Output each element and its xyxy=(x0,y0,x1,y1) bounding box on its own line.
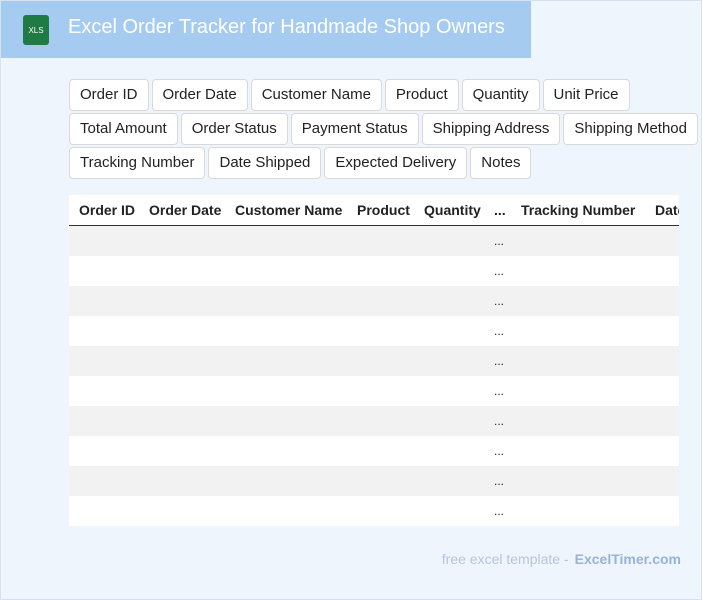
table-cell: ... xyxy=(494,474,505,488)
xls-icon: XLS xyxy=(23,15,49,45)
footer-link[interactable]: ExcelTimer.com xyxy=(574,551,681,567)
footer-text: free excel template - xyxy=(441,551,569,567)
field-tag[interactable]: Payment Status xyxy=(290,113,419,145)
table-cell: ... xyxy=(494,414,505,428)
field-tag[interactable]: Customer Name xyxy=(250,79,382,111)
table-cell: ... xyxy=(494,384,505,398)
field-tag[interactable]: Order Date xyxy=(151,79,248,111)
column-header: Product xyxy=(357,202,410,218)
field-tag[interactable]: Shipping Method xyxy=(563,113,698,145)
table-row: ... xyxy=(69,406,679,436)
table-row: ... xyxy=(69,286,679,316)
field-tag[interactable]: Quantity xyxy=(461,79,540,111)
column-header: Order Date xyxy=(149,202,222,218)
table-row: ... xyxy=(69,376,679,406)
header: XLS Excel Order Tracker for Handmade Sho… xyxy=(1,1,531,58)
column-header: ... xyxy=(494,202,506,218)
order-table: Order ID Order Date Customer Name Product Qu… xyxy=(69,195,679,526)
table-header-row: Order ID Order Date Customer Name Product Qu… xyxy=(69,195,679,226)
column-header: Quantity xyxy=(424,202,481,218)
column-header: Order ID xyxy=(79,202,136,218)
table-row: ... xyxy=(69,256,679,286)
field-tag[interactable]: Date Shipped xyxy=(208,147,322,179)
field-tag[interactable]: Total Amount xyxy=(69,113,178,145)
page-title: Excel Order Tracker for Handmade Shop Ow… xyxy=(68,16,505,38)
table-row: ... xyxy=(69,496,679,526)
field-tag[interactable]: Shipping Address xyxy=(421,113,561,145)
table-cell: ... xyxy=(494,504,505,518)
field-tag[interactable]: Product xyxy=(384,79,459,111)
table-row: ... xyxy=(69,226,679,256)
field-tag[interactable]: Notes xyxy=(470,147,532,179)
table-row: ... xyxy=(69,466,679,496)
field-tag[interactable]: Order Status xyxy=(180,113,288,145)
table-cell: ... xyxy=(494,444,505,458)
field-tag[interactable]: Order ID xyxy=(69,79,149,111)
column-header: Customer Name xyxy=(235,202,343,218)
table-cell: ... xyxy=(494,294,505,308)
column-header: Tracking Number xyxy=(521,202,636,218)
field-list: Order ID Order Date Customer Name Product Qu… xyxy=(69,79,701,179)
table-cell: ... xyxy=(494,324,505,338)
table-row: ... xyxy=(69,436,679,466)
column-header: Date Shipped xyxy=(655,202,679,218)
field-tag[interactable]: Expected Delivery xyxy=(324,147,468,179)
table-row: ... xyxy=(69,316,679,346)
table-row: ... xyxy=(69,346,679,376)
footer: free excel template - ExcelTimer.com xyxy=(442,551,681,567)
table-cell: ... xyxy=(494,354,505,368)
table-cell: ... xyxy=(494,234,505,248)
field-tag[interactable]: Unit Price xyxy=(542,79,630,111)
table-cell: ... xyxy=(494,264,505,278)
field-tag[interactable]: Tracking Number xyxy=(69,147,206,179)
